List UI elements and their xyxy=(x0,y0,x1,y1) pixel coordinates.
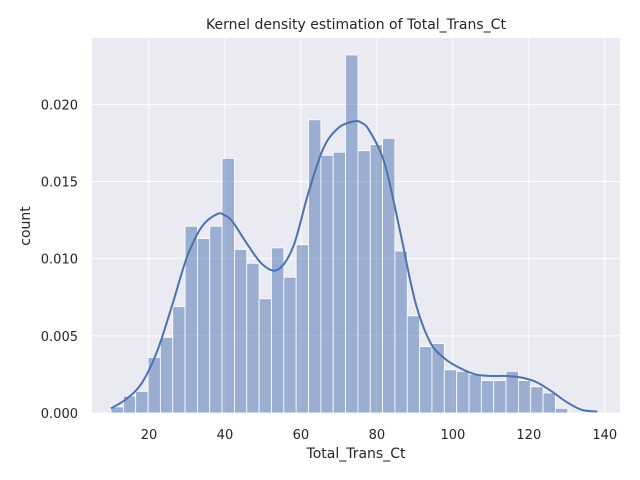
chart-title: Kernel density estimation of Total_Trans… xyxy=(206,17,506,33)
histogram-bar xyxy=(209,225,223,414)
histogram-bar xyxy=(135,390,149,414)
histogram-bar xyxy=(159,336,174,414)
histogram-bar xyxy=(443,369,458,414)
histogram-bar xyxy=(258,298,272,414)
histogram-bar xyxy=(283,276,297,414)
histogram-bar xyxy=(271,247,285,414)
histogram-bar xyxy=(308,119,322,414)
x-axis-label: Total_Trans_Ct xyxy=(306,446,406,462)
x-tick-labels: 20 40 60 80 100 120 140 xyxy=(141,428,618,443)
x-tick-label: 100 xyxy=(440,428,465,443)
histogram-bar xyxy=(295,244,309,414)
histogram-bar xyxy=(122,395,137,414)
histogram-bar xyxy=(517,380,532,414)
y-axis-label: count xyxy=(18,206,34,246)
histogram-bar xyxy=(357,150,371,414)
histogram-bar xyxy=(394,250,408,414)
histogram-bar xyxy=(332,151,346,414)
x-tick-label: 20 xyxy=(141,428,158,443)
x-tick-label: 80 xyxy=(369,428,386,443)
x-tick-label: 120 xyxy=(516,428,541,443)
histogram-bar xyxy=(542,392,556,414)
histogram-bar xyxy=(369,144,383,414)
x-tick-label: 60 xyxy=(293,428,310,443)
y-tick-label: 0.000 xyxy=(41,407,78,422)
kde-curve xyxy=(110,120,598,413)
histogram-bar xyxy=(468,374,482,414)
y-tick-labels: 0.000 0.005 0.010 0.015 0.020 xyxy=(41,98,78,422)
histogram-bar xyxy=(406,315,421,414)
x-tick-label: 140 xyxy=(592,428,617,443)
x-tick-label: 40 xyxy=(217,428,234,443)
histogram-bar xyxy=(345,54,359,414)
histogram-bar xyxy=(480,380,495,414)
y-tick-label: 0.010 xyxy=(41,253,78,268)
histogram-bar xyxy=(246,262,260,414)
y-tick-label: 0.015 xyxy=(41,176,78,191)
histogram-bar xyxy=(555,407,569,414)
histogram-bar xyxy=(320,154,334,414)
histogram-bar xyxy=(419,346,433,414)
histogram-bars xyxy=(110,54,569,414)
histogram-bar xyxy=(456,370,470,414)
y-tick-label: 0.005 xyxy=(41,330,78,345)
histogram-bar xyxy=(197,238,211,414)
histogram-bar xyxy=(221,157,235,414)
histogram-bar xyxy=(172,306,186,414)
histogram-bar xyxy=(530,386,544,414)
y-tick-label: 0.020 xyxy=(41,98,78,113)
histogram-bar xyxy=(147,357,161,414)
histogram-bar xyxy=(493,380,507,414)
histogram-bar xyxy=(184,225,198,414)
histogram-bar xyxy=(234,249,248,414)
